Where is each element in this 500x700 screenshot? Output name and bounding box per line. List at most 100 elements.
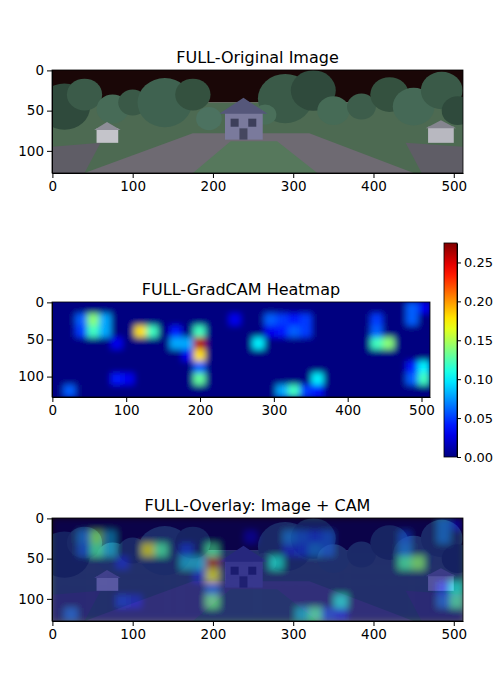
- axis-line: [52, 519, 53, 622]
- heat-cell: [99, 314, 111, 326]
- heat-cell: [182, 337, 194, 349]
- heat-cell: [167, 595, 180, 608]
- heat-cell: [217, 325, 229, 337]
- photo-road: [85, 581, 414, 621]
- heat-cell: [111, 361, 123, 373]
- heat-cell: [123, 302, 135, 314]
- tick-label: 300: [281, 626, 307, 642]
- heat-cell: [167, 556, 180, 569]
- heat-cell: [323, 373, 335, 385]
- heat-cell: [386, 518, 399, 531]
- heat-cell: [206, 595, 219, 608]
- tick: 100: [18, 143, 52, 159]
- heat-cell: [334, 582, 347, 595]
- heat-cell: [296, 595, 309, 608]
- heat-cell: [99, 349, 111, 361]
- heat-cell: [219, 595, 232, 608]
- heat-cell: [406, 337, 418, 349]
- heat-cell: [437, 608, 450, 621]
- heat-cell: [288, 361, 300, 373]
- heat-cell: [270, 531, 283, 544]
- heat-cell: [77, 582, 90, 595]
- heat-cell: [193, 582, 206, 595]
- heat-cell: [309, 543, 322, 556]
- heat-cell: [437, 543, 450, 556]
- heat-cell: [309, 556, 322, 569]
- heat-cell: [382, 361, 394, 373]
- heat-cell: [116, 569, 129, 582]
- axis-xticks: 0100200300400500: [49, 397, 435, 418]
- axes-frame: [52, 302, 430, 397]
- heat-cell: [52, 582, 65, 595]
- heat-cell: [264, 385, 276, 397]
- heat-cell: [103, 608, 116, 621]
- heat-cell: [229, 314, 241, 326]
- heat-cell: [418, 314, 430, 326]
- heat-cell: [180, 569, 193, 582]
- heat-cell: [229, 302, 241, 314]
- heat-cell: [87, 337, 99, 349]
- heat-background: [52, 302, 430, 397]
- heat-cell: [394, 349, 406, 361]
- heat-cell: [123, 337, 135, 349]
- heat-cell: [193, 325, 205, 337]
- heat-cell: [253, 302, 265, 314]
- heat-cell: [65, 531, 78, 544]
- tick-label: 500: [441, 178, 467, 194]
- heat-cell: [90, 518, 103, 531]
- heat-cell: [182, 349, 194, 361]
- heat-cell: [52, 385, 64, 397]
- heat-cell: [90, 556, 103, 569]
- heat-cell: [323, 361, 335, 373]
- heat-cell: [219, 531, 232, 544]
- heat-cell: [206, 531, 219, 544]
- heat-cell: [129, 608, 142, 621]
- heat-cell: [270, 518, 283, 531]
- heat-cell: [232, 582, 245, 595]
- heat-cell: [129, 582, 142, 595]
- tick-label: 0.10: [464, 372, 493, 387]
- panel: 0100200300400500050100FULL-Original Imag…: [18, 48, 474, 194]
- heat-cell: [158, 349, 170, 361]
- photo: [52, 70, 463, 173]
- heat-cell: [219, 608, 232, 621]
- heat-cell: [90, 569, 103, 582]
- heat-cell: [450, 531, 463, 544]
- tick: 200: [188, 397, 214, 418]
- heat-cell: [232, 608, 245, 621]
- heat-cell: [65, 569, 78, 582]
- heat-cell: [411, 556, 424, 569]
- heat-cell: [406, 325, 418, 337]
- tick-label: 50: [27, 102, 44, 118]
- heat-cell: [65, 518, 78, 531]
- heat-cell: [99, 337, 111, 349]
- heat-cell: [300, 373, 312, 385]
- tick-mark: [47, 518, 52, 519]
- heat-cell: [382, 349, 394, 361]
- heat-cell: [276, 325, 288, 337]
- heat-cell: [411, 531, 424, 544]
- heat-cell: [123, 325, 135, 337]
- heat-cell: [103, 556, 116, 569]
- heat-cell: [154, 608, 167, 621]
- tick: 0.15: [457, 333, 493, 348]
- heat-cell: [170, 302, 182, 314]
- heat-cell: [288, 314, 300, 326]
- heat-cell: [116, 556, 129, 569]
- axis-xticks: 0100200300400500: [49, 173, 468, 194]
- heat-cell: [75, 337, 87, 349]
- heat-cell: [335, 314, 347, 326]
- heat-cell: [52, 569, 65, 582]
- heat-cell: [418, 337, 430, 349]
- heat-cell: [142, 543, 155, 556]
- heat-cell: [158, 302, 170, 314]
- tick-mark: [457, 418, 461, 419]
- heat-cell: [253, 337, 265, 349]
- heat-cell: [182, 385, 194, 397]
- heat-cell: [359, 302, 371, 314]
- heat-cell: [170, 314, 182, 326]
- tick: 100: [18, 591, 52, 607]
- tick: 400: [335, 397, 361, 418]
- heat-cell: [99, 325, 111, 337]
- heat-cell: [87, 373, 99, 385]
